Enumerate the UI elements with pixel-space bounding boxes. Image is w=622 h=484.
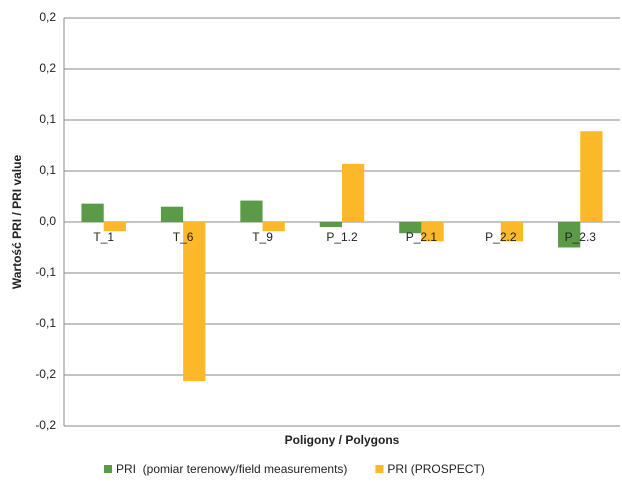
y-axis-title: Wartość PRI / PRI value [10,155,24,290]
bar [399,222,422,234]
y-tick-label: -0,1 [35,265,56,279]
y-tick-label: 0,1 [39,112,56,126]
x-axis-title: Poligony / Polygons [285,433,400,447]
x-tick-label: T_9 [252,230,273,244]
bar [580,131,603,222]
bar [160,206,184,222]
legend-swatch [375,465,384,473]
y-tick-label: 0,0 [39,214,56,228]
x-tick-label: T_1 [93,230,114,244]
x-tick-label: P_2.3 [565,230,597,244]
bar [183,222,206,382]
legend-label: PRI (PROSPECT) [387,462,484,476]
y-tick-label: -0,2 [35,367,56,381]
bar [240,200,263,222]
y-tick-label: 0,1 [39,163,56,177]
bar [319,222,342,228]
bar [262,222,285,232]
y-tick-label: -0,1 [35,316,56,330]
legend-label: PRI (pomiar terenowy/field measurements) [116,462,347,476]
y-tick-label: 0,2 [39,61,56,75]
bar [81,203,104,222]
bar [103,222,126,232]
x-tick-label: P_2.2 [485,230,517,244]
y-tick-label: -0,2 [35,418,56,432]
x-tick-label: P_1.2 [326,230,358,244]
bar [421,222,444,242]
y-tick-label: 0,2 [39,10,56,24]
bar [500,222,524,242]
bar [342,163,365,222]
bar [558,222,581,248]
legend-swatch [104,465,112,473]
x-tick-label: T_6 [173,230,194,244]
x-tick-label: P_2.1 [406,230,438,244]
